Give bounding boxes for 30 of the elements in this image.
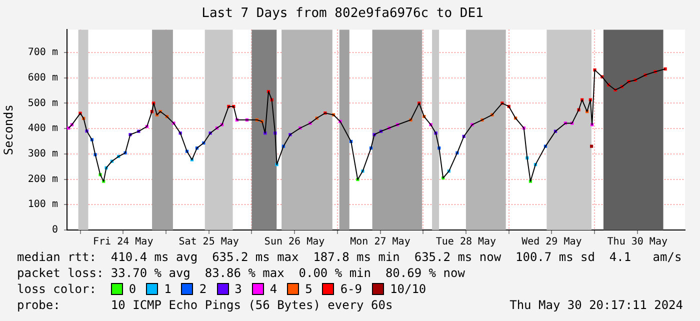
legend-label: 5 [305,281,312,297]
y-tick-label: 300 m [28,148,58,160]
y-axis-title: Seconds [1,104,16,156]
y-tick-label: 500 m [28,98,58,109]
legend-label: 1 [164,281,172,297]
legend-title: loss color: [17,281,98,297]
x-tick-label: Sun 26 May [264,236,325,248]
y-tick-label: 700 m [28,47,58,58]
legend-label: 0 [128,281,136,297]
y-tick-label: 100 m [28,199,58,210]
legend-label: 4 [270,281,278,297]
text: Thu May 30 20:17:11 2024 [510,297,683,313]
y-tick-label: 0 [52,224,58,236]
legend-label: 10/10 [390,281,426,297]
text: packet loss: 33.70 % avg 83.86 % max 0.00 % min 80.69 % now [17,265,466,281]
legend-label: 2 [199,281,207,297]
x-tick-label: Wed 29 May [522,236,582,248]
x-tick-label: Thu 30 May [607,236,668,248]
text: median rtt: 410.4 ms avg 635.2 ms max 187.8 ms min 635.2 ms now 100.7 ms sd 4.1 am/s [17,249,683,265]
legend-label: 3 [234,281,242,297]
x-tick-label: Tue 28 May [436,236,496,248]
chart-title: Last 7 Days from 802e9fa6976c to DE1 [202,6,484,22]
text: probe: 10 ICMP Echo Pings (56 Bytes) every 60s [17,297,393,313]
y-tick-label: 400 m [28,123,58,134]
x-tick-label: Sat 25 May [178,236,239,248]
x-tick-label: Mon 27 May [350,236,410,248]
legend-label: 6-9 [340,281,362,297]
y-tick-label: 200 m [28,174,58,185]
x-tick-label: Fri 24 May [93,236,154,248]
y-tick-label: 600 m [28,72,58,84]
